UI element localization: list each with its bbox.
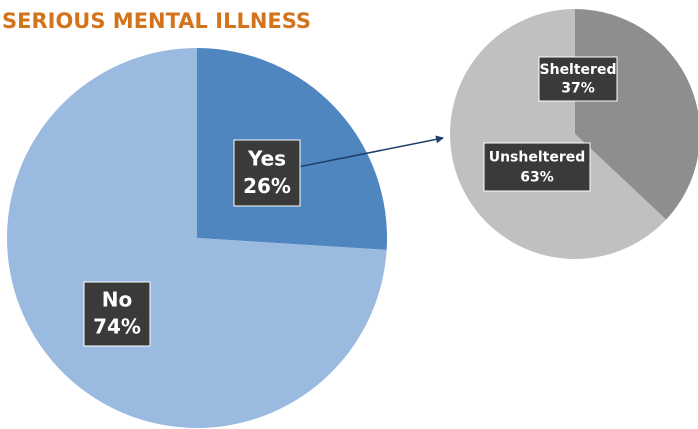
slice-name: Sheltered xyxy=(540,62,617,78)
slice-name: Unsheltered xyxy=(489,149,586,165)
slice-value: 26% xyxy=(243,174,291,198)
pie-slice xyxy=(450,9,667,259)
label-box xyxy=(538,56,618,102)
slice-name: No xyxy=(102,288,132,312)
label-box xyxy=(83,281,151,347)
label-box xyxy=(233,139,301,207)
chart-title: SERIOUS MENTAL ILLNESS xyxy=(2,9,311,33)
slice-name: Yes xyxy=(247,146,286,170)
slice-value: 74% xyxy=(93,315,141,339)
slice-value: 63% xyxy=(520,170,554,186)
labels: Yes 26% No 74% Sheltered 37% Unsheltered 63% xyxy=(83,56,618,347)
label-box xyxy=(483,142,591,192)
slice-value: 37% xyxy=(561,81,595,97)
connector-arrow xyxy=(297,135,444,168)
